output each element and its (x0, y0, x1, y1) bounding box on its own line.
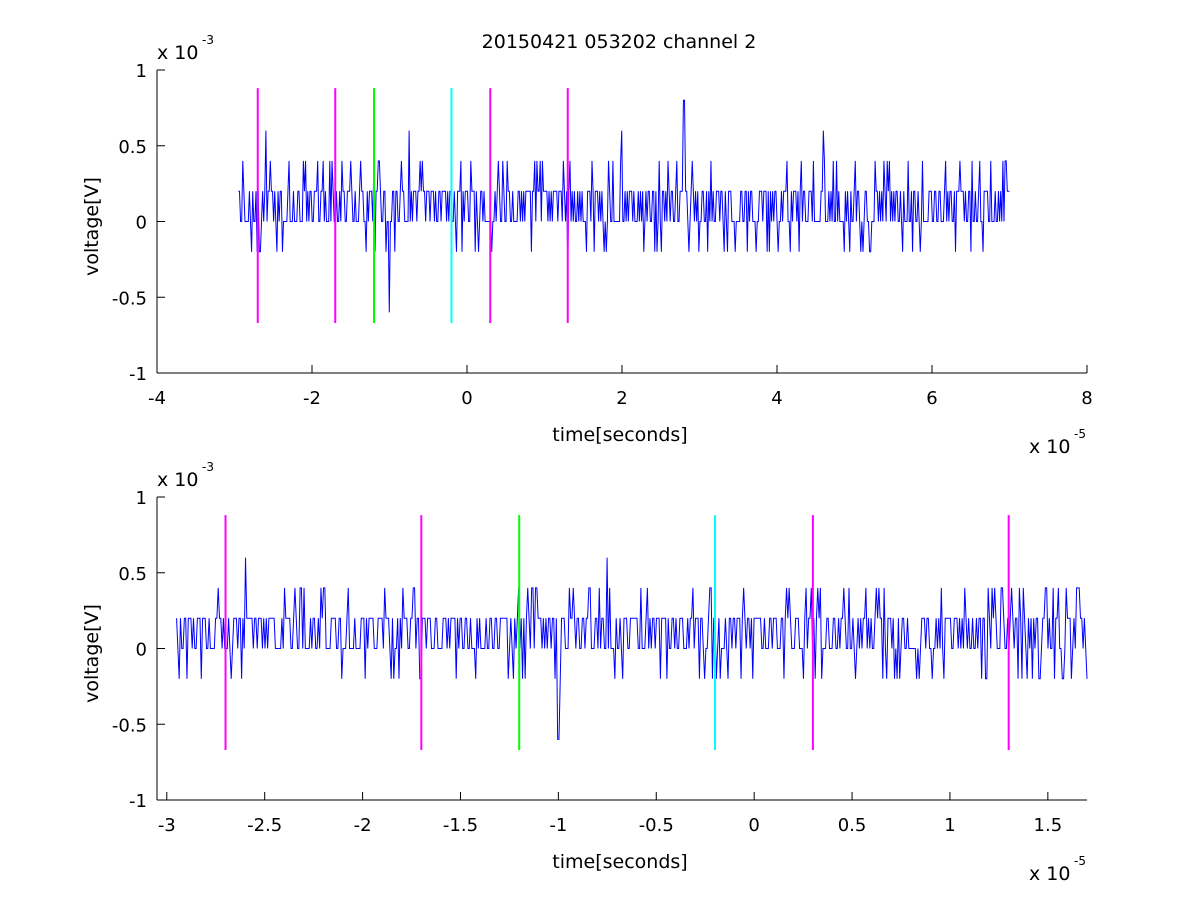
y-tick-label: 1 (136, 61, 147, 82)
x-multiplier-exponent: -5 (1074, 427, 1086, 441)
x-tick-label: 8 (1081, 388, 1092, 409)
y-tick-label: -1 (129, 791, 147, 812)
y-multiplier-label: x 10 (157, 42, 198, 64)
y-multiplier-exponent: -3 (202, 33, 214, 47)
figure-title: 20150421 053202 channel 2 (482, 31, 757, 53)
x-axis-label: time[seconds] (552, 851, 687, 873)
x-tick-label: -1 (549, 815, 567, 836)
y-tick-label: 0 (136, 640, 147, 661)
y-axis-label: voltage[V] (81, 177, 103, 276)
x-tick-label: 1 (944, 815, 955, 836)
y-tick-label: -0.5 (112, 715, 147, 736)
y-tick-label: 0.5 (118, 137, 147, 158)
x-tick-label: -0.5 (639, 815, 674, 836)
x-multiplier-exponent: -5 (1074, 854, 1086, 868)
x-tick-label: 0 (748, 815, 759, 836)
bottom-plot: -3 -2.5 -2 -1.5 -1 -0.5 0 0.5 1 1.5 -1 -0.5 0 0.5 1 tim… (81, 460, 1088, 885)
x-tick-label: 6 (926, 388, 937, 409)
y-tick-label: -1 (129, 364, 147, 385)
x-multiplier-label: x 10 (1029, 436, 1070, 458)
y-tick-label: 1 (136, 488, 147, 509)
x-tick-label: -4 (148, 388, 166, 409)
signal-series-line (238, 99, 1010, 313)
x-tick-label: 4 (771, 388, 782, 409)
y-multiplier-exponent: -3 (202, 460, 214, 474)
x-multiplier-label: x 10 (1029, 863, 1070, 885)
x-tick-label: -1.5 (443, 815, 478, 836)
x-tick-label: 0.5 (838, 815, 867, 836)
y-tick-label: -0.5 (112, 288, 147, 309)
x-axis-label: time[seconds] (552, 424, 687, 446)
plot-area (157, 497, 1087, 800)
y-tick-label: 0.5 (118, 564, 147, 585)
y-multiplier-label: x 10 (157, 469, 198, 491)
x-tick-label: -2 (354, 815, 372, 836)
x-tick-label: 0 (461, 388, 472, 409)
x-tick-label: -3 (158, 815, 176, 836)
y-tick-label: 0 (136, 213, 147, 234)
x-tick-label: -2 (303, 388, 321, 409)
y-axis-label: voltage[V] (81, 604, 103, 703)
top-plot: -4 -2 0 2 4 6 8 -1 -0.5 0 0.5 1 time[seconds] voltage… (81, 33, 1093, 458)
x-tick-label: 2 (616, 388, 627, 409)
signal-series-line (176, 557, 1088, 740)
x-tick-label: -2.5 (247, 815, 282, 836)
x-tick-label: 1.5 (1034, 815, 1063, 836)
